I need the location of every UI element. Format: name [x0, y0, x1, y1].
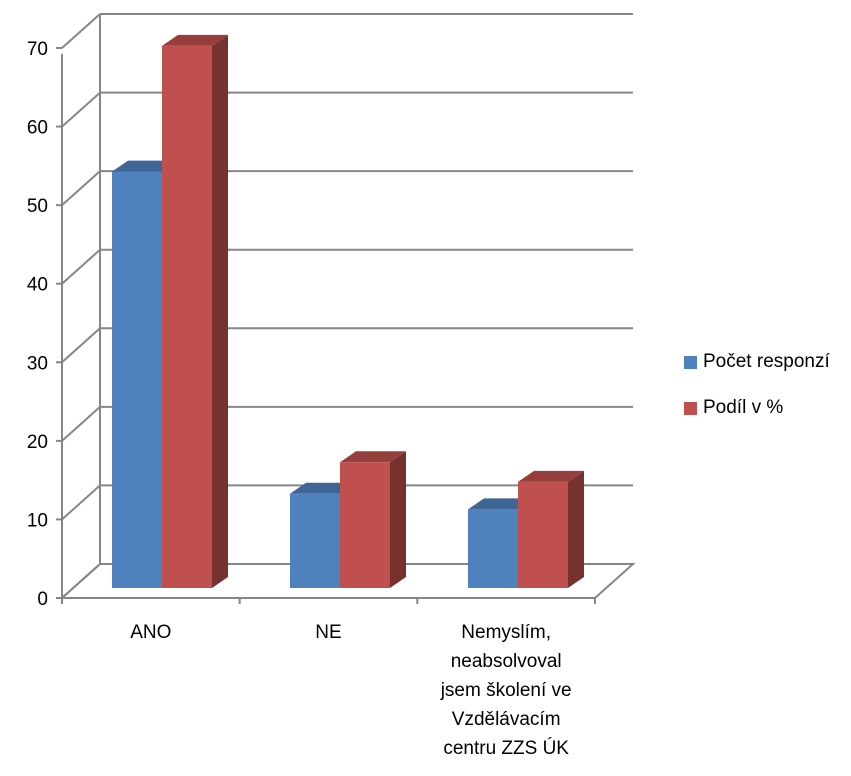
bar-side — [390, 451, 406, 588]
bar-top — [290, 482, 356, 494]
legend-label-series-2: Podíl v % — [703, 397, 784, 418]
category-label-line: NE — [315, 622, 341, 643]
category-label-line: ANO — [130, 622, 171, 643]
bar-front — [340, 462, 390, 588]
category-label-line: neabsolvoval — [451, 651, 562, 672]
y-tick-label: 50 — [27, 196, 48, 217]
y-tick-label: 0 — [37, 589, 48, 610]
bar-side — [568, 470, 584, 588]
bar-top — [112, 160, 178, 172]
category-label-line: Nemyslím, — [461, 622, 551, 643]
bar-top — [162, 34, 228, 46]
bar-front — [112, 171, 162, 589]
gridline-diagonal — [61, 484, 101, 521]
legend-swatch-series-1 — [684, 355, 697, 369]
legend-item-series-2: Podíl v % — [684, 396, 830, 420]
y-tick-label: 20 — [27, 432, 48, 453]
y-tick-label: 60 — [27, 118, 48, 139]
y-tick-labels: 0 10 20 30 40 50 60 70 — [27, 39, 48, 610]
y-tick-label: 40 — [27, 275, 48, 296]
legend: Počet responzí Podíl v % — [684, 350, 830, 442]
legend-swatch-series-2 — [684, 401, 697, 415]
gridline-diagonal — [61, 13, 101, 49]
axes — [56, 47, 596, 604]
legend-label-series-1: Počet responzí — [703, 351, 830, 372]
gridline-diagonal — [61, 91, 101, 128]
category-label: ANO — [130, 622, 171, 643]
category-label-line: jsem školení ve — [440, 680, 572, 701]
bar-side — [212, 34, 228, 589]
category-label-line: centru ZZS ÚK — [443, 737, 569, 759]
y-tick-label: 10 — [27, 510, 48, 531]
y-tick-label: 30 — [27, 353, 48, 374]
bar-top — [340, 451, 406, 463]
category-label: Nemyslím, neabsolvoval jsem školení ve Vzdě… — [440, 622, 572, 759]
category-label-line: Vzdělávacím — [452, 709, 561, 730]
gridline-diagonal — [61, 406, 101, 442]
bar-front — [468, 509, 518, 588]
bar-top — [518, 470, 584, 482]
gridline-diagonal — [61, 170, 101, 206]
gridline-diagonal — [61, 248, 101, 285]
y-tick-label: 70 — [27, 39, 48, 60]
bar-top — [468, 498, 534, 510]
bar-2-2 — [340, 451, 406, 588]
bar-2-1 — [162, 34, 228, 589]
bar-front — [162, 45, 212, 589]
bar-front — [290, 493, 340, 588]
category-label: NE — [315, 622, 341, 643]
category-labels: ANO NE Nemyslím, neabsolvoval jsem školení v… — [130, 622, 571, 759]
bar-2-3 — [518, 470, 584, 588]
gridline-diagonal — [61, 327, 101, 364]
bar-front — [518, 481, 568, 588]
legend-item-series-1: Počet responzí — [684, 350, 830, 374]
bars — [112, 34, 584, 589]
